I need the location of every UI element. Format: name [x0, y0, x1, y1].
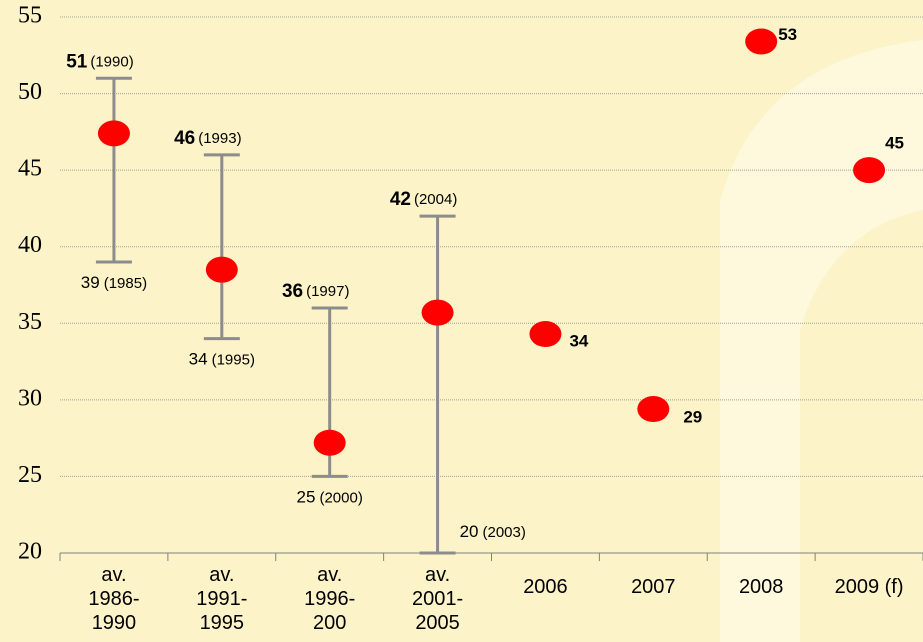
y-tick-label: 50: [18, 79, 42, 105]
y-tick-label: 55: [18, 3, 42, 29]
point: [853, 157, 886, 184]
data-label: 53: [778, 25, 797, 44]
high-year: (1997): [306, 283, 349, 300]
low-year: (1995): [212, 352, 255, 369]
low-label: 39 (1985): [81, 274, 147, 293]
y-tick-label: 25: [18, 462, 42, 488]
low-value: 39: [81, 274, 100, 293]
low-year: (2003): [482, 524, 525, 541]
y-tick-label: 35: [18, 309, 42, 335]
point: [637, 396, 670, 423]
low-label: 20 (2003): [460, 522, 526, 541]
x-tick-label: 2007: [631, 576, 676, 598]
x-tick-label: 2006: [523, 576, 568, 598]
low-value: 20: [460, 522, 479, 541]
x-tick-label: av. 2001- 2005: [411, 564, 464, 634]
x-tick-label: 2009 (f): [834, 576, 904, 598]
x-tick-label: 2008: [738, 576, 784, 598]
high-year: (2004): [414, 191, 457, 208]
y-tick-label: 20: [18, 539, 42, 565]
high-label: 51 (1990): [66, 51, 134, 72]
point: [205, 256, 238, 283]
point: [97, 120, 130, 147]
point: [529, 321, 562, 348]
y-tick-label: 45: [18, 156, 42, 182]
high-value: 46: [174, 128, 195, 149]
y-tick-label: 30: [18, 385, 42, 411]
background-shape: [800, 210, 923, 642]
low-value: 25: [297, 488, 316, 507]
high-label: 46 (1993): [174, 128, 242, 149]
high-year: (1993): [198, 130, 241, 147]
high-year: (1990): [90, 53, 133, 70]
low-value: 34: [189, 350, 208, 369]
x-tick-label: av. 1996- 200: [304, 564, 356, 634]
low-label: 25 (2000): [297, 488, 363, 507]
data-label: 34: [569, 331, 588, 350]
y-tick-label: 40: [18, 232, 42, 258]
low-label: 34 (1995): [189, 350, 255, 369]
point: [313, 429, 346, 456]
high-value: 42: [390, 189, 411, 210]
point: [421, 299, 454, 326]
data-label: 45: [885, 134, 904, 153]
high-label: 42 (2004): [390, 189, 458, 210]
x-tick-label: av. 1986- 1990: [88, 564, 140, 634]
high-value: 51: [66, 51, 88, 72]
high-value: 36: [282, 281, 303, 302]
data-label: 29: [683, 408, 702, 427]
x-tick-label: av. 1991- 1995: [196, 564, 248, 634]
high-label: 36 (1997): [282, 281, 350, 302]
low-year: (1985): [104, 275, 147, 292]
low-year: (2000): [319, 489, 362, 506]
point: [745, 28, 778, 55]
